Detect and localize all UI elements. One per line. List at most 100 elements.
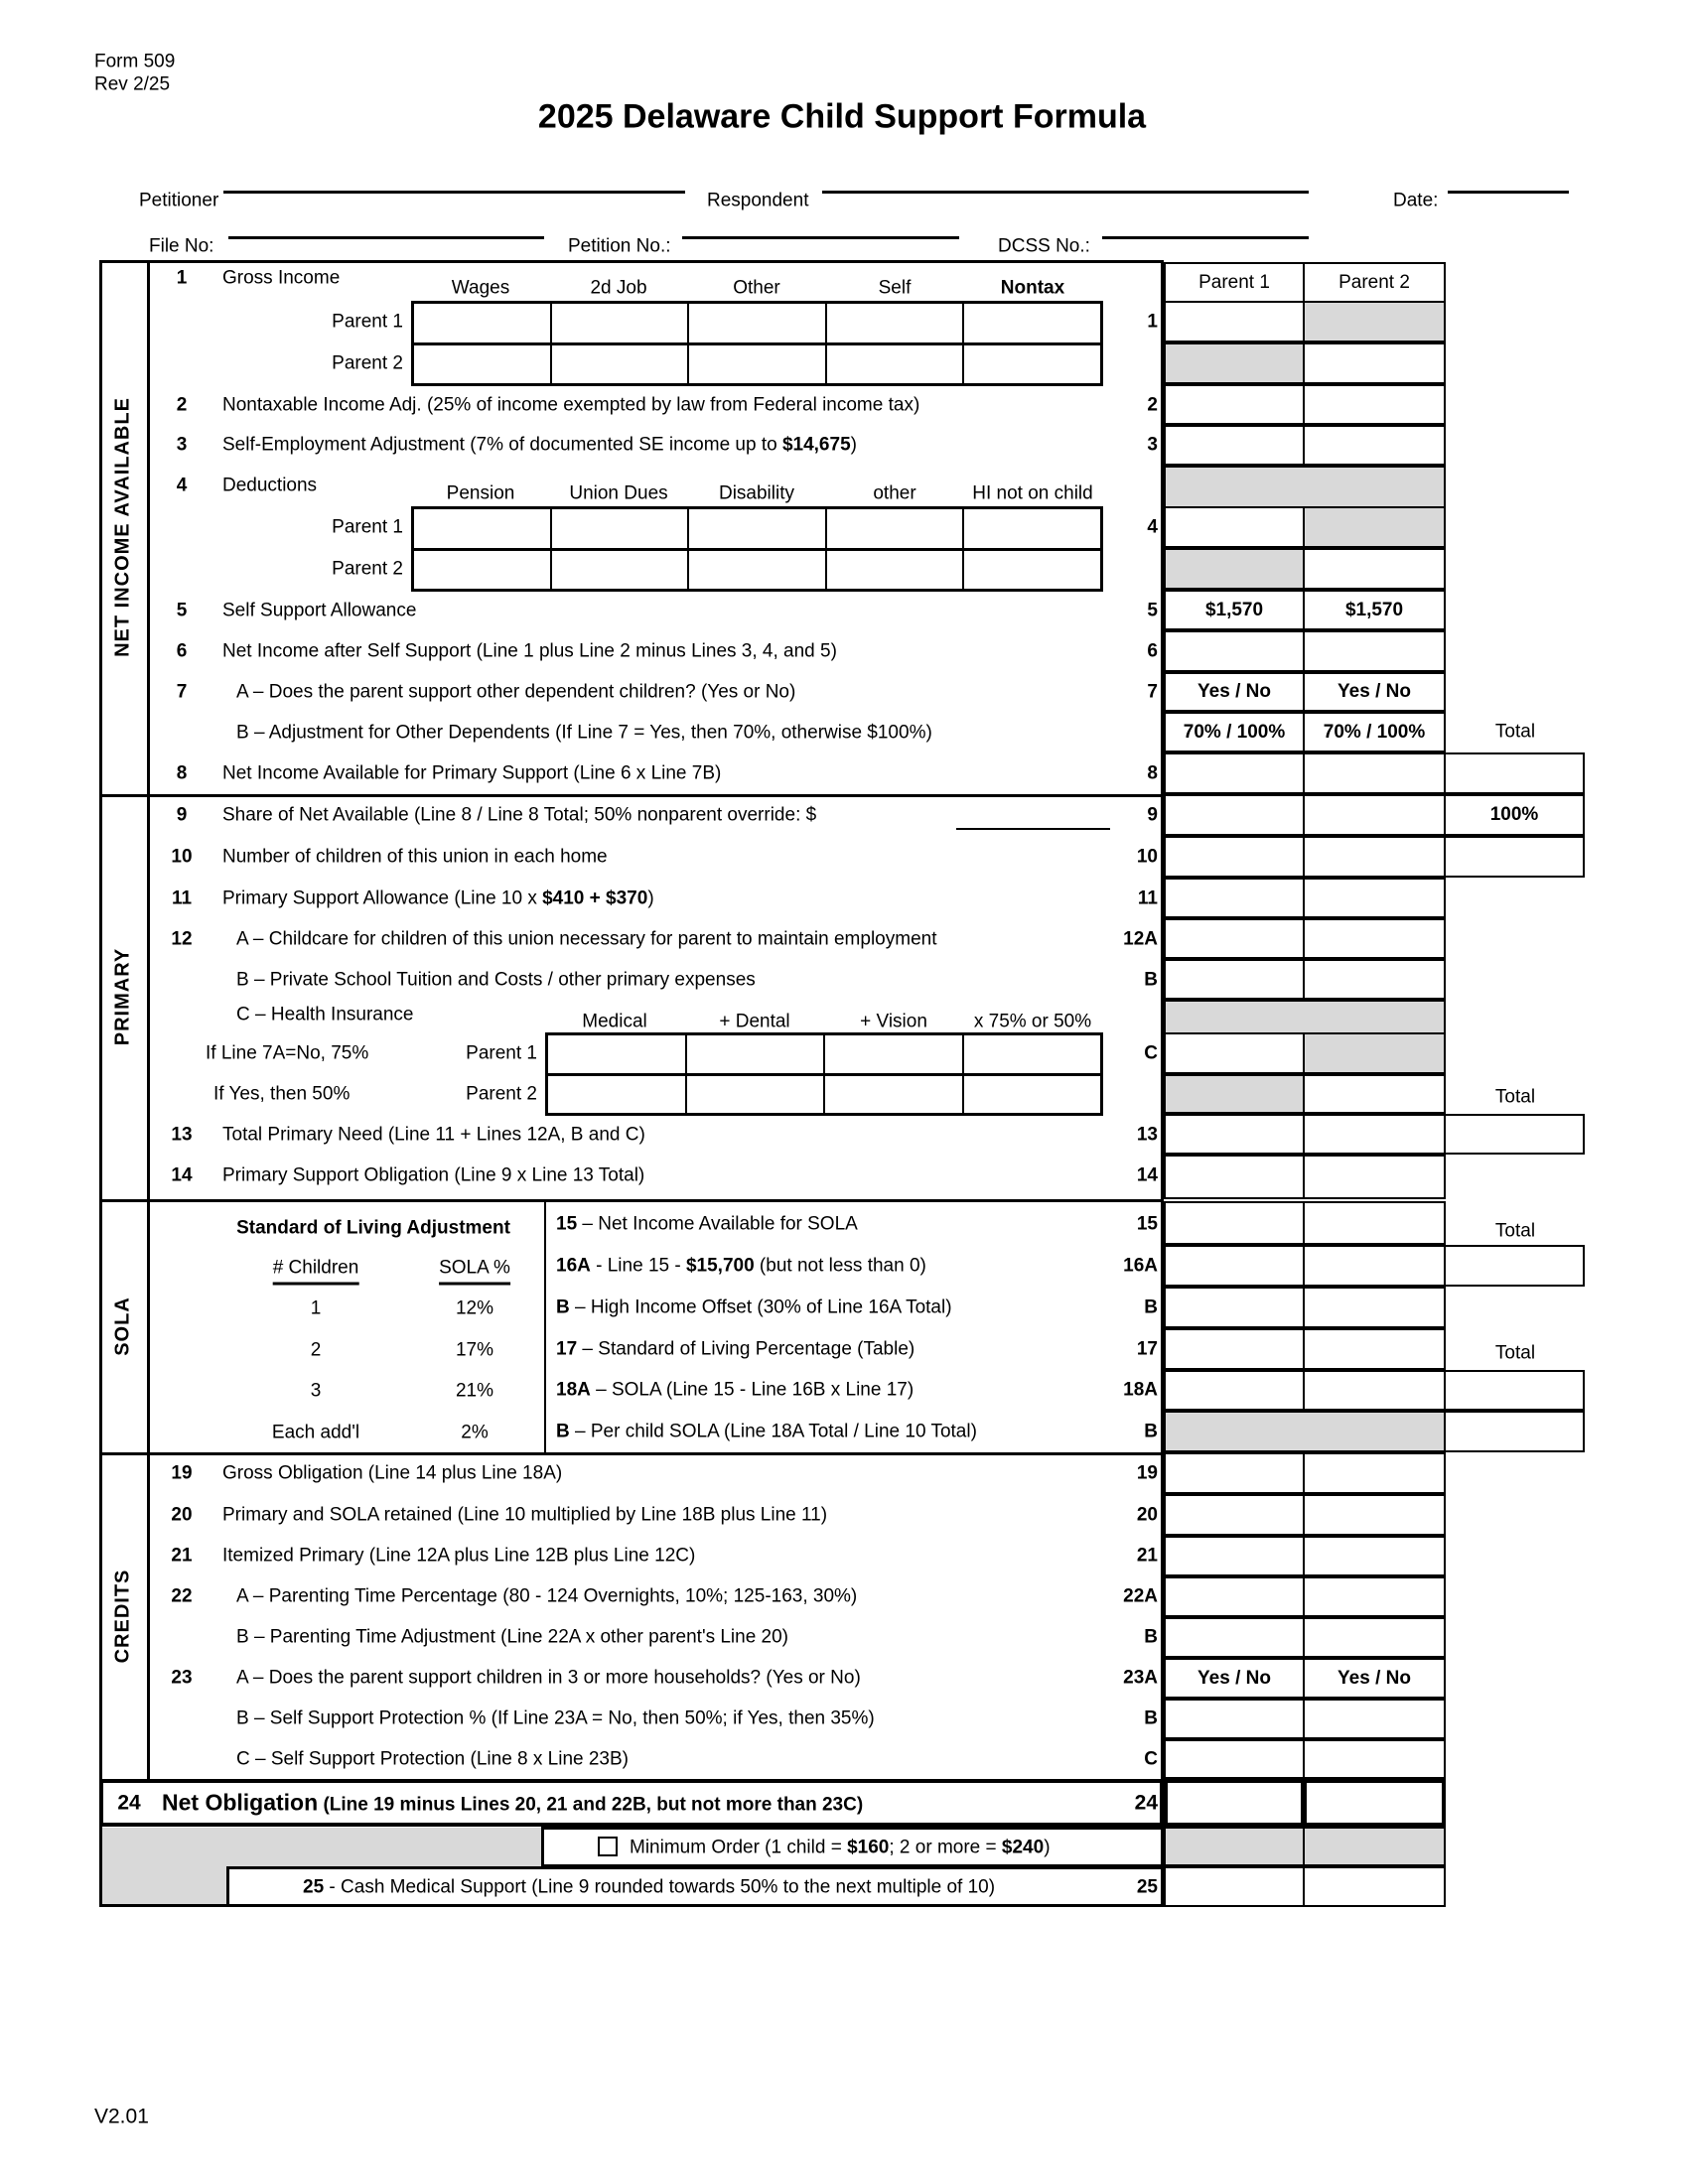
cell-l13-p2[interactable]	[1303, 1114, 1446, 1155]
cell-l23c-p1[interactable]	[1164, 1739, 1305, 1779]
cell-l12a-p2[interactable]	[1303, 918, 1446, 959]
cell-l18a-p1[interactable]	[1164, 1370, 1305, 1411]
grid-cell[interactable]	[687, 509, 825, 548]
cell-l2-p2[interactable]	[1303, 384, 1446, 425]
cell-l19-p2[interactable]	[1303, 1452, 1446, 1494]
cell-l18b-total[interactable]	[1444, 1411, 1585, 1452]
cell-l25-p1[interactable]	[1164, 1866, 1305, 1907]
cell-l16a-p2[interactable]	[1303, 1245, 1446, 1287]
grid-cell[interactable]	[824, 344, 963, 383]
cell-l16b-p2[interactable]	[1303, 1287, 1446, 1328]
grid-cell[interactable]	[962, 509, 1100, 548]
grid-cell[interactable]	[549, 344, 688, 383]
cell-l23c-p2[interactable]	[1303, 1739, 1446, 1779]
cell-l22b-p2[interactable]	[1303, 1617, 1446, 1658]
cell-l4r2-p2[interactable]	[1303, 548, 1446, 590]
respondent-input[interactable]	[822, 191, 1309, 194]
grid-cell[interactable]	[548, 1035, 685, 1073]
cell-l9-p1[interactable]	[1164, 794, 1305, 836]
cell-l23a-p1-yesno[interactable]: Yes / No	[1164, 1658, 1305, 1699]
grid-cell[interactable]	[414, 304, 550, 342]
grid-cell[interactable]	[549, 304, 688, 342]
cell-l10-p2[interactable]	[1303, 836, 1446, 878]
dcss-no-input[interactable]	[1102, 236, 1309, 239]
cell-l20-p2[interactable]	[1303, 1494, 1446, 1536]
cell-l23a-p2-yesno[interactable]: Yes / No	[1303, 1658, 1446, 1699]
cell-l24-p1[interactable]	[1164, 1779, 1305, 1827]
cell-l8-p2[interactable]	[1303, 752, 1446, 794]
cell-l4r1-p1[interactable]	[1164, 506, 1305, 548]
cell-l3-p2[interactable]	[1303, 425, 1446, 466]
cell-l21-p1[interactable]	[1164, 1536, 1305, 1576]
cell-l19-p1[interactable]	[1164, 1452, 1305, 1494]
cell-l16b-p1[interactable]	[1164, 1287, 1305, 1328]
cell-l24-p2[interactable]	[1303, 1779, 1446, 1827]
cell-l11-p1[interactable]	[1164, 878, 1305, 918]
cell-l16a-p1[interactable]	[1164, 1245, 1305, 1287]
petitioner-input[interactable]	[223, 191, 685, 194]
grid-cell[interactable]	[962, 344, 1100, 383]
grid-cell[interactable]	[549, 550, 688, 589]
file-no-input[interactable]	[228, 236, 544, 239]
grid-cell[interactable]	[414, 509, 550, 548]
cell-l23b-p2[interactable]	[1303, 1699, 1446, 1739]
cell-l22a-p1[interactable]	[1164, 1576, 1305, 1617]
grid-cell[interactable]	[823, 1035, 962, 1073]
grid-cell[interactable]	[414, 345, 550, 384]
cell-l13-p1[interactable]	[1164, 1114, 1305, 1155]
line9-override-input[interactable]	[956, 828, 1110, 830]
cell-l8-total[interactable]	[1444, 752, 1585, 794]
cell-l7a-p2-yesno[interactable]: Yes / No	[1303, 672, 1446, 712]
grid-cell[interactable]	[961, 1075, 1101, 1113]
cell-l23b-p1[interactable]	[1164, 1699, 1305, 1739]
cell-l6-p2[interactable]	[1303, 630, 1446, 672]
cell-l15-p1[interactable]	[1164, 1201, 1305, 1245]
grid-cell[interactable]	[823, 1075, 962, 1113]
cell-l17-p1[interactable]	[1164, 1328, 1305, 1370]
grid-cell[interactable]	[414, 551, 550, 590]
cell-l11-p2[interactable]	[1303, 878, 1446, 918]
cell-l12b-p1[interactable]	[1164, 959, 1305, 1000]
grid-cell[interactable]	[962, 550, 1100, 589]
cell-l20-p1[interactable]	[1164, 1494, 1305, 1536]
cell-l1r2-p2[interactable]	[1303, 342, 1446, 384]
grid-cell[interactable]	[687, 344, 825, 383]
petition-no-input[interactable]	[682, 236, 959, 239]
grid-cell[interactable]	[824, 550, 963, 589]
grid-cell[interactable]	[549, 509, 688, 548]
grid-cell[interactable]	[687, 304, 825, 342]
grid-cell[interactable]	[962, 304, 1100, 342]
date-input[interactable]	[1448, 191, 1569, 194]
cell-l6-p1[interactable]	[1164, 630, 1305, 672]
cell-l17-p2[interactable]	[1303, 1328, 1446, 1370]
cell-l13-total[interactable]	[1444, 1114, 1585, 1155]
cell-l21-p2[interactable]	[1303, 1536, 1446, 1576]
cell-l18a-total[interactable]	[1444, 1370, 1585, 1411]
cell-l2-p1[interactable]	[1164, 384, 1305, 425]
cell-l3-p1[interactable]	[1164, 425, 1305, 466]
grid-cell[interactable]	[824, 304, 963, 342]
cell-l12cr1-p1[interactable]	[1164, 1032, 1305, 1074]
cell-l14-p2[interactable]	[1303, 1155, 1446, 1199]
cell-l18a-p2[interactable]	[1303, 1370, 1446, 1411]
cell-l7b-p2-pct[interactable]: 70% / 100%	[1303, 712, 1446, 752]
cell-l15-p2[interactable]	[1303, 1201, 1446, 1245]
cell-l8-p1[interactable]	[1164, 752, 1305, 794]
minimum-order-checkbox[interactable]	[598, 1837, 618, 1856]
grid-cell[interactable]	[548, 1076, 685, 1114]
cell-l9-p2[interactable]	[1303, 794, 1446, 836]
cell-l12a-p1[interactable]	[1164, 918, 1305, 959]
cell-l25-p2[interactable]	[1303, 1866, 1446, 1907]
grid-cell[interactable]	[824, 509, 963, 548]
cell-l7b-p1-pct[interactable]: 70% / 100%	[1164, 712, 1305, 752]
cell-l14-p1[interactable]	[1164, 1155, 1305, 1199]
grid-cell[interactable]	[684, 1035, 824, 1073]
grid-cell[interactable]	[687, 550, 825, 589]
cell-l16a-total[interactable]	[1444, 1245, 1585, 1287]
cell-l10-p1[interactable]	[1164, 836, 1305, 878]
cell-l1r1-p1[interactable]	[1164, 301, 1305, 342]
cell-l22a-p2[interactable]	[1303, 1576, 1446, 1617]
grid-cell[interactable]	[961, 1035, 1101, 1073]
cell-l7a-p1-yesno[interactable]: Yes / No	[1164, 672, 1305, 712]
cell-l12cr2-p2[interactable]	[1303, 1074, 1446, 1114]
